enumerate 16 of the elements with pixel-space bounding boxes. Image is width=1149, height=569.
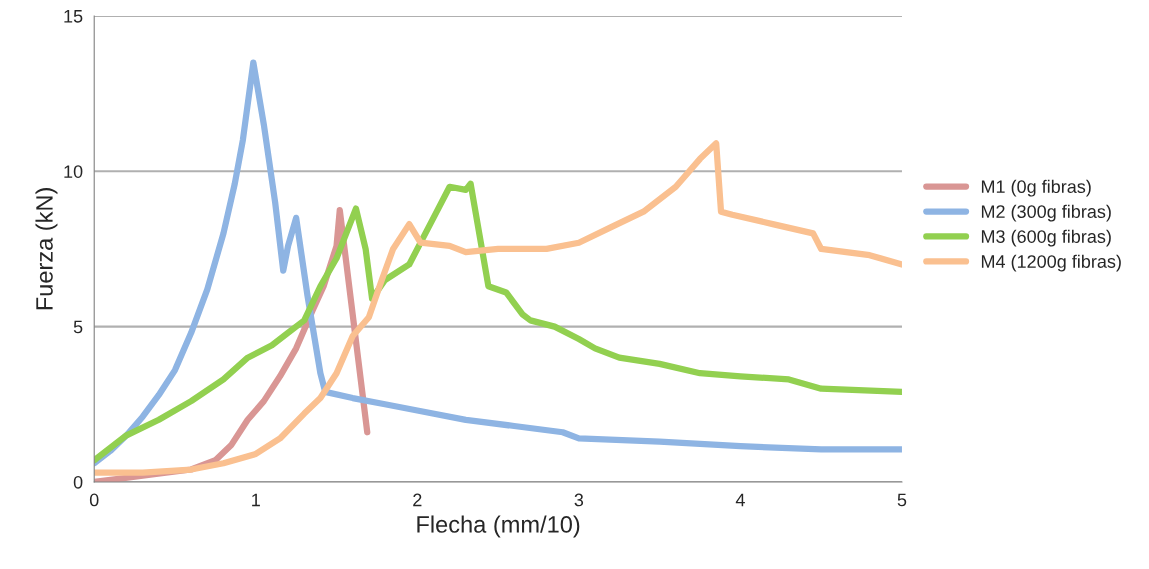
x-tick-label: 2	[413, 493, 422, 507]
legend-label: M1 (0g fibras)	[981, 179, 1091, 197]
y-tick-label: 15	[64, 10, 83, 23]
x-axis-title: Flecha (mm/10)	[417, 515, 580, 538]
y-tick-label: 0	[73, 475, 83, 489]
x-tick-label: 0	[89, 493, 99, 507]
x-tick-label: 3	[574, 493, 584, 507]
y-tick-label: 5	[73, 320, 83, 334]
y-tick-label: 10	[64, 165, 83, 178]
x-tick-label: 5	[897, 493, 907, 507]
legend-label: M4 (1200g fibras)	[981, 254, 1121, 272]
legend-label: M2 (300g fibras)	[981, 204, 1111, 222]
legend-label: M3 (600g fibras)	[981, 229, 1111, 247]
y-axis-title: Fuerza (kN)	[35, 188, 58, 310]
x-tick-label: 1	[252, 493, 260, 507]
x-tick-label: 4	[735, 493, 745, 507]
